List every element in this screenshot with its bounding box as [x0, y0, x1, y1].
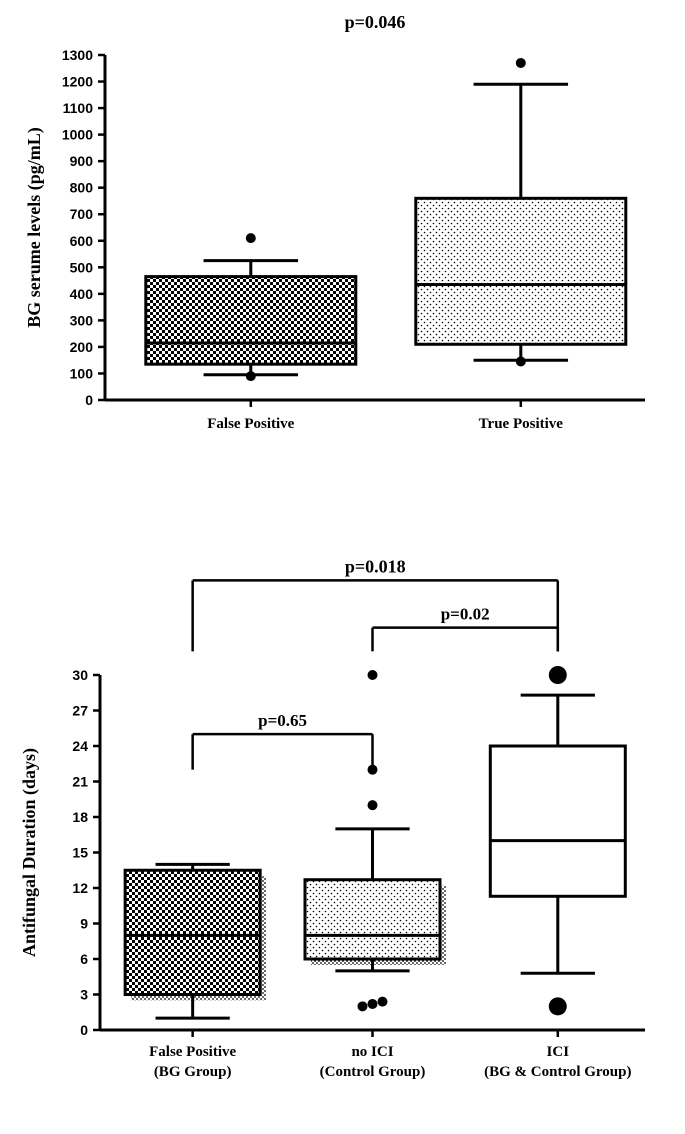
category-label: True Positive	[479, 416, 564, 432]
ytick-label: 600	[70, 233, 94, 249]
pvalue-title: p=0.046	[345, 12, 406, 32]
category-sublabel: (Control Group)	[320, 1064, 426, 1080]
ytick-label: 500	[70, 259, 94, 275]
ytick-label: 100	[70, 365, 94, 381]
ytick-label: 3	[80, 987, 88, 1003]
ytick-label: 1000	[62, 127, 93, 143]
category-label: no ICI	[351, 1044, 393, 1060]
y-axis-label: BG serume levels (pg/mL)	[24, 127, 45, 327]
ytick-label: 27	[72, 703, 88, 719]
top-chart: 0 100 200 300 400 500 600 700 800 900 1000 1100 1200…	[0, 0, 685, 470]
ytick-label: 700	[70, 206, 94, 222]
ytick-label: 24	[72, 738, 88, 754]
pvalue-label: p=0.02	[441, 605, 490, 624]
ytick-label: 18	[72, 809, 88, 825]
ytick-label: 1300	[62, 47, 93, 63]
category-label: False Positive	[207, 416, 294, 432]
ytick-label: 800	[70, 180, 94, 196]
category-label: False Positive	[149, 1044, 236, 1060]
ytick-label: 15	[72, 845, 88, 861]
ytick-label: 400	[70, 286, 94, 302]
ytick-label: 9	[80, 916, 88, 932]
pvalue-label: p=0.018	[345, 556, 406, 576]
ytick-label: 21	[72, 774, 88, 790]
pvalue-label: p=0.65	[258, 711, 307, 730]
ytick-label: 0	[80, 1022, 88, 1038]
ytick-label: 12	[72, 880, 88, 896]
category-sublabel: (BG Group)	[154, 1064, 232, 1080]
ytick-label: 900	[70, 153, 94, 169]
ytick-label: 1200	[62, 74, 93, 90]
category-sublabel: (BG & Control Group)	[484, 1064, 631, 1080]
y-axis-label: Antifungal Duration (days)	[19, 748, 40, 957]
ytick-label: 0	[85, 392, 93, 408]
bottom-chart: 0 3 6 9 12 15 18 21 24 27 30 Antifungal Duration (d…	[0, 490, 685, 1120]
ytick-label: 300	[70, 312, 94, 328]
category-label: ICI	[547, 1044, 570, 1060]
ytick-label: 1100	[63, 100, 94, 116]
ytick-label: 200	[70, 339, 94, 355]
ytick-label: 30	[72, 667, 88, 683]
ytick-label: 6	[80, 951, 88, 967]
